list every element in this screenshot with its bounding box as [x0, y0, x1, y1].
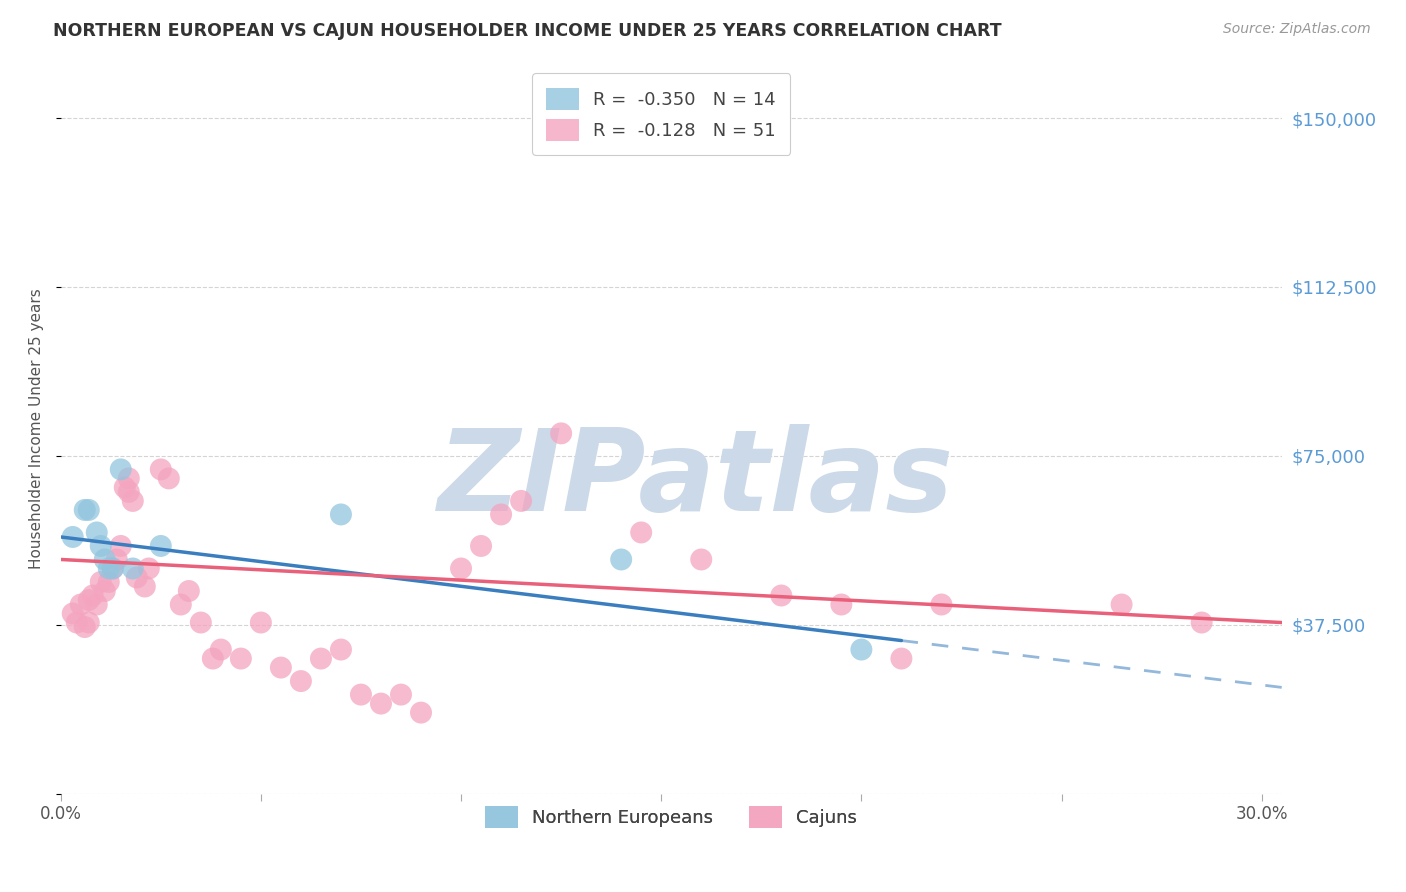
Point: [134, 580, 156, 594]
Text: NORTHERN EUROPEAN VS CAJUN HOUSEHOLDER INCOME UNDER 25 YEARS CORRELATION CHART: NORTHERN EUROPEAN VS CAJUN HOUSEHOLDER I…: [53, 22, 1002, 40]
Text: Source: ZipAtlas.com: Source: ZipAtlas.com: [1223, 22, 1371, 37]
Point: [229, 651, 252, 665]
Point: [690, 552, 713, 566]
Point: [121, 561, 143, 575]
Point: [389, 688, 412, 702]
Point: [409, 706, 432, 720]
Point: [201, 651, 224, 665]
Point: [82, 589, 104, 603]
Point: [489, 508, 512, 522]
Point: [470, 539, 492, 553]
Legend: Northern Europeans, Cajuns: Northern Europeans, Cajuns: [478, 799, 865, 836]
Point: [86, 525, 108, 540]
Point: [177, 584, 200, 599]
Point: [114, 480, 136, 494]
Point: [510, 494, 533, 508]
Point: [290, 674, 312, 689]
Point: [90, 539, 112, 553]
Point: [350, 688, 373, 702]
Point: [450, 561, 472, 575]
Point: [149, 539, 172, 553]
Text: ZIPatlas: ZIPatlas: [437, 425, 953, 535]
Point: [118, 484, 141, 499]
Point: [118, 471, 141, 485]
Point: [105, 552, 128, 566]
Point: [270, 660, 292, 674]
Point: [73, 620, 96, 634]
Point: [851, 642, 873, 657]
Point: [97, 561, 120, 575]
Point: [1191, 615, 1213, 630]
Point: [630, 525, 652, 540]
Point: [110, 462, 132, 476]
Point: [209, 642, 232, 657]
Point: [110, 539, 132, 553]
Point: [830, 598, 852, 612]
Point: [101, 561, 124, 575]
Point: [170, 598, 193, 612]
Point: [1111, 598, 1133, 612]
Point: [121, 494, 143, 508]
Point: [86, 598, 108, 612]
Point: [329, 642, 352, 657]
Point: [94, 552, 117, 566]
Point: [329, 508, 352, 522]
Point: [77, 615, 100, 630]
Point: [138, 561, 160, 575]
Point: [77, 593, 100, 607]
Point: [101, 561, 124, 575]
Point: [90, 574, 112, 589]
Point: [97, 574, 120, 589]
Point: [66, 615, 89, 630]
Point: [309, 651, 332, 665]
Point: [62, 607, 84, 621]
Point: [62, 530, 84, 544]
Y-axis label: Householder Income Under 25 years: Householder Income Under 25 years: [30, 288, 44, 569]
Point: [250, 615, 273, 630]
Point: [73, 503, 96, 517]
Point: [149, 462, 172, 476]
Point: [94, 584, 117, 599]
Point: [931, 598, 953, 612]
Point: [770, 589, 793, 603]
Point: [550, 426, 572, 441]
Point: [610, 552, 633, 566]
Point: [77, 503, 100, 517]
Point: [370, 697, 392, 711]
Point: [890, 651, 912, 665]
Point: [190, 615, 212, 630]
Point: [125, 570, 148, 584]
Point: [69, 598, 91, 612]
Point: [157, 471, 180, 485]
